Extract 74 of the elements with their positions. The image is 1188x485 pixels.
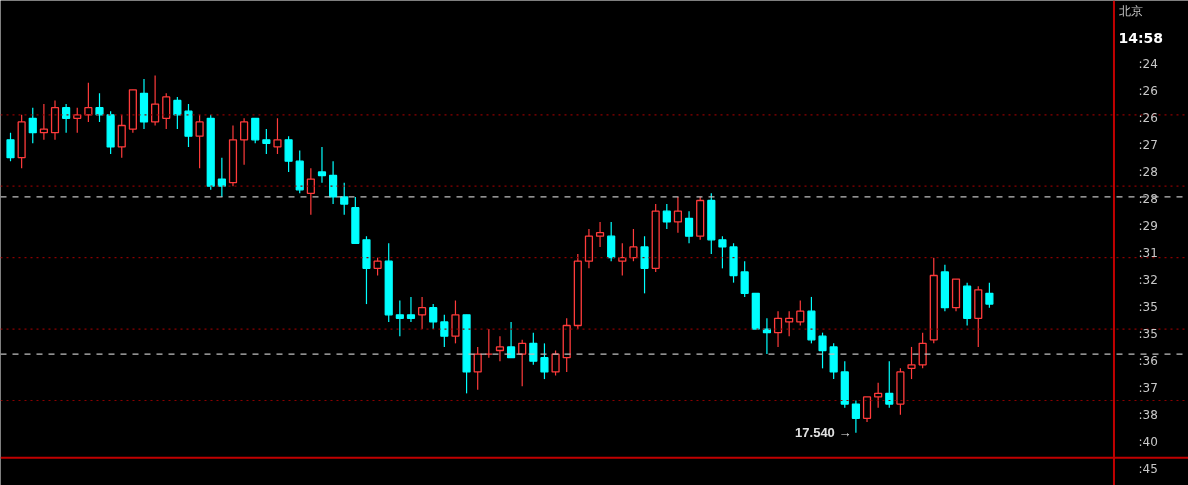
candlestick — [451, 299, 460, 344]
text: :28 — [1138, 164, 1158, 179]
candlestick — [673, 196, 683, 234]
text: 14:58 — [1118, 29, 1164, 46]
candlestick — [773, 310, 783, 348]
candlestick — [851, 399, 860, 434]
candlestick — [28, 107, 37, 144]
text: :26 — [1138, 110, 1158, 125]
candlestick — [340, 182, 349, 216]
candlestick — [273, 117, 282, 155]
candlestick — [629, 228, 638, 262]
candlestick — [662, 203, 671, 230]
candlestick — [217, 157, 226, 198]
text: :31 — [1138, 245, 1158, 260]
text: :45 — [1138, 461, 1158, 476]
text: :27 — [1138, 137, 1158, 152]
text: :26 — [1138, 83, 1158, 98]
text: :36 — [1138, 353, 1158, 368]
annotation: 17.540 → — [795, 425, 852, 441]
text: :32 — [1138, 272, 1158, 287]
candlestick — [473, 346, 482, 391]
candlestick — [151, 74, 160, 127]
candlestick — [540, 342, 549, 380]
candlestick — [306, 167, 315, 216]
text: :24 — [1138, 56, 1158, 71]
text: :28 — [1138, 191, 1158, 206]
candlestick — [874, 382, 883, 409]
candlestick — [395, 299, 404, 337]
candlestick — [529, 332, 538, 366]
text: :40 — [1138, 434, 1158, 449]
candlestick — [406, 296, 416, 323]
candlestick — [740, 260, 749, 298]
candlestick — [640, 235, 649, 294]
candlestick — [818, 332, 827, 369]
candlestick — [862, 396, 872, 423]
candlestick — [73, 107, 82, 134]
candlestick — [173, 96, 182, 130]
text: 北京 — [1118, 3, 1143, 18]
candlestick — [718, 235, 727, 269]
candlestick — [796, 299, 805, 327]
candlestick — [985, 282, 994, 309]
candlestick — [607, 221, 616, 262]
candlestick — [417, 296, 427, 330]
candlestick — [62, 103, 71, 134]
text: :35 — [1138, 299, 1158, 314]
candlestick — [785, 310, 794, 337]
candlestick — [284, 135, 293, 173]
candlestick — [429, 303, 438, 330]
candlestick — [595, 221, 605, 248]
text: :29 — [1138, 218, 1158, 233]
candlestick — [240, 117, 249, 166]
candlestick — [495, 335, 505, 362]
candlestick — [262, 128, 271, 155]
candlestick — [551, 349, 560, 377]
candlestick — [918, 332, 927, 369]
candlestick — [440, 314, 449, 348]
candlestick — [329, 160, 338, 205]
text: :37 — [1138, 380, 1158, 395]
text: :38 — [1138, 407, 1158, 422]
candlestick — [317, 146, 327, 184]
candlestick — [618, 242, 627, 277]
candlestick — [885, 360, 894, 409]
candlestick — [6, 132, 15, 162]
candlestick — [39, 103, 48, 141]
candlestick — [95, 92, 104, 123]
candlestick — [251, 117, 260, 144]
candlestick — [195, 114, 204, 169]
candlestick — [84, 82, 93, 123]
candlestick — [117, 114, 126, 159]
text: :35 — [1138, 326, 1158, 341]
candlestick — [907, 346, 916, 380]
candlestick — [162, 92, 171, 130]
candlestick — [684, 210, 694, 244]
candlestick — [506, 321, 516, 359]
